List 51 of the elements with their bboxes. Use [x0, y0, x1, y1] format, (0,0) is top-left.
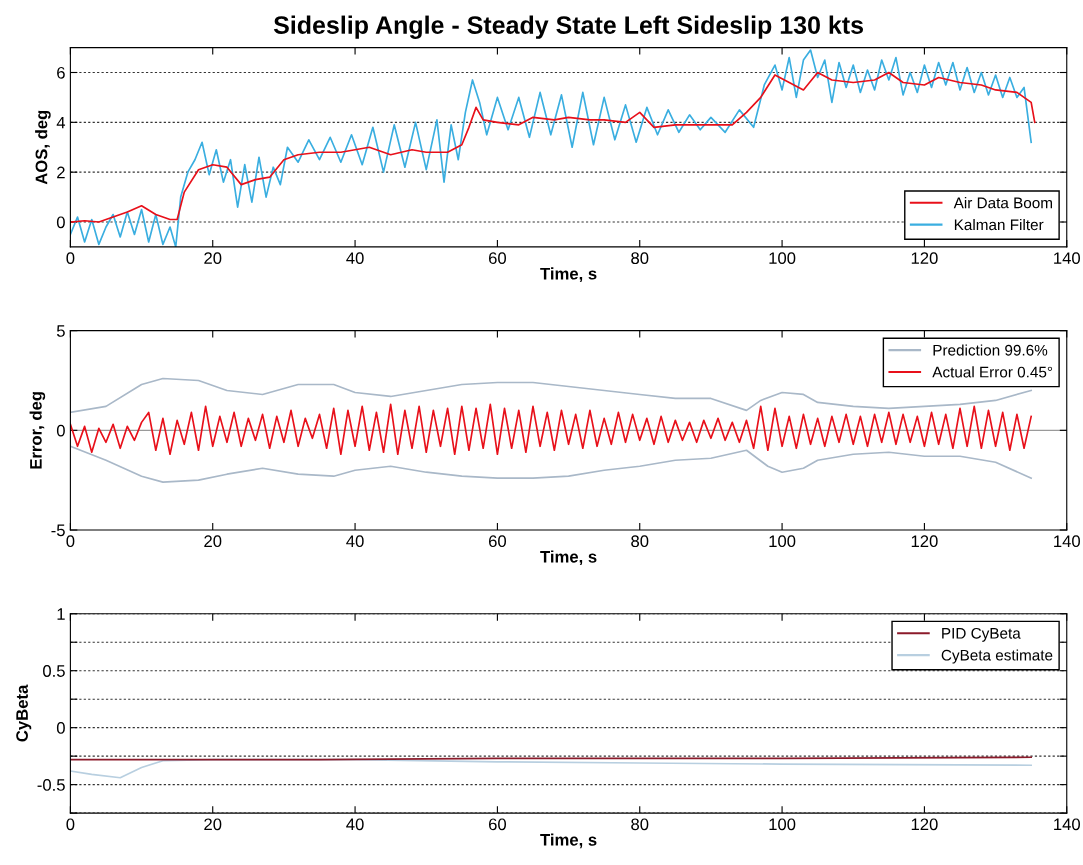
x-tick-label: 80 [631, 252, 649, 265]
x-tick-label: 0 [66, 818, 75, 831]
x-axis-title: Time, s [540, 833, 597, 849]
y-tick-label: -5 [51, 524, 65, 537]
x-tick-label: 100 [769, 818, 796, 831]
line-series [70, 403, 1033, 456]
x-tick-label: 0 [66, 535, 75, 548]
y-axis-title: Error, deg [29, 392, 46, 469]
legend-label: Actual Error 0.45° [932, 366, 1053, 378]
x-axis-title: Time, s [540, 267, 597, 282]
x-tick-label: 80 [631, 818, 649, 831]
chart-title: Sideslip Angle - Steady State Left Sideslip 130 kts [273, 15, 864, 39]
x-tick-label: 0 [66, 252, 75, 265]
x-tick-label: 140 [1054, 818, 1081, 831]
x-tick-label: 40 [346, 535, 364, 548]
y-axis-title: AOS, deg [35, 110, 51, 185]
x-tick-label: 20 [204, 252, 222, 265]
x-tick-label: 140 [1054, 535, 1081, 548]
x-tick-label: 80 [631, 535, 649, 548]
x-axis-title: Time, s [540, 550, 597, 566]
legend-label: CyBeta estimate [941, 649, 1053, 664]
legend-label: PID CyBeta [942, 627, 1021, 642]
legend-label: Prediction 99.6% [933, 344, 1048, 356]
line-series [70, 445, 1033, 484]
y-tick-label: 0.5 [43, 665, 65, 677]
x-tick-label: 20 [204, 818, 222, 831]
y-tick-label: 0 [56, 424, 65, 437]
y-tick-label: 0 [56, 722, 65, 734]
y-tick-label: 1 [57, 608, 65, 620]
x-tick-label: 120 [911, 818, 938, 831]
y-axis-title: CyBeta [16, 684, 32, 742]
x-tick-label: 100 [769, 252, 796, 265]
y-tick-label: -0.5 [37, 779, 65, 791]
y-tick-label: 4 [56, 116, 66, 129]
y-tick-label: 6 [57, 66, 65, 79]
y-tick-label: 5 [56, 325, 65, 337]
x-tick-label: 120 [911, 535, 938, 548]
x-tick-label: 60 [488, 252, 507, 265]
x-tick-label: 100 [769, 535, 796, 548]
legend-label: Kalman Filter [954, 218, 1044, 231]
x-tick-label: 40 [346, 818, 364, 831]
x-tick-label: 120 [911, 252, 938, 265]
x-tick-label: 140 [1054, 252, 1081, 265]
x-tick-label: 40 [346, 252, 364, 265]
x-tick-label: 60 [488, 535, 507, 548]
x-tick-label: 20 [204, 535, 222, 548]
line-series [70, 377, 1033, 414]
x-tick-label: 60 [488, 818, 507, 831]
y-tick-label: 2 [57, 166, 65, 179]
y-tick-label: 0 [56, 216, 65, 229]
legend-label: Air Data Boom [953, 197, 1052, 209]
